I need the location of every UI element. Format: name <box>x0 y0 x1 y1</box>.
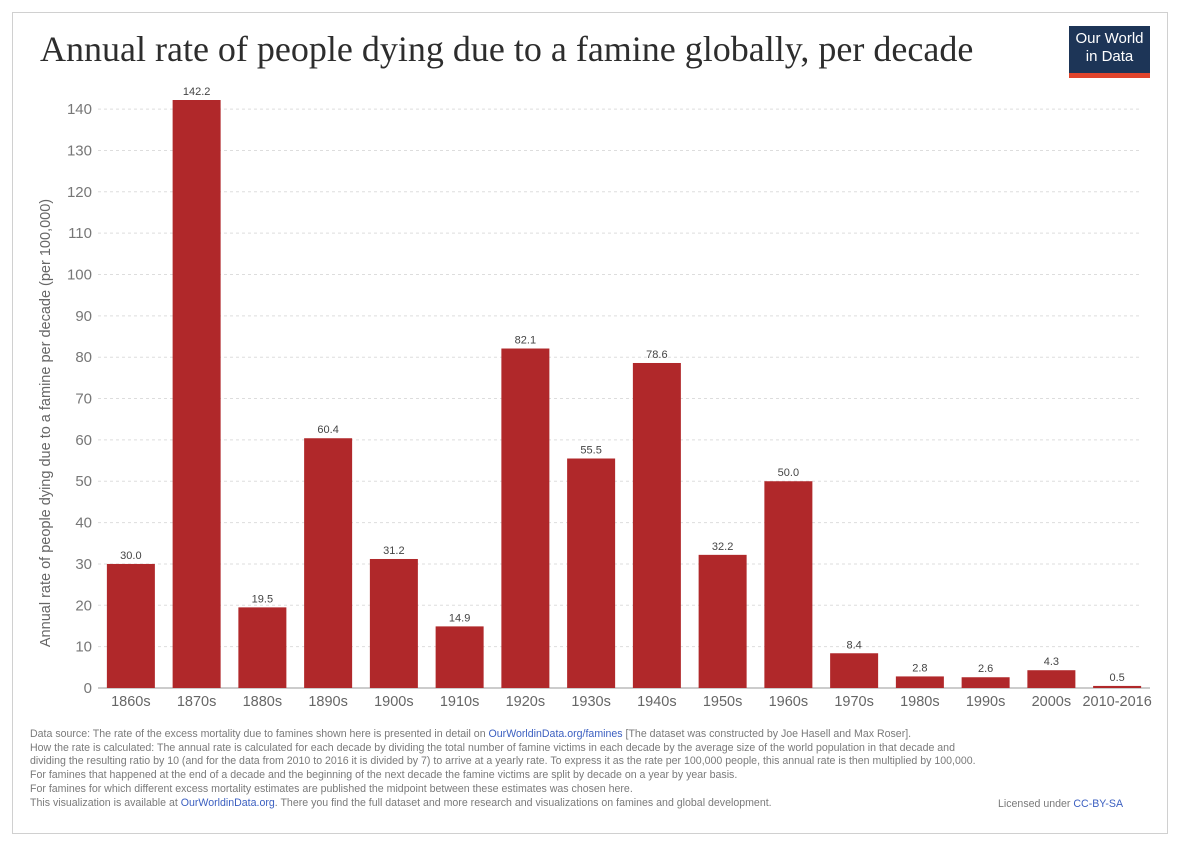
y-tick-label: 60 <box>75 432 92 449</box>
bar-value-label: 50.0 <box>778 467 799 479</box>
bar-value-label: 60.4 <box>317 424 338 436</box>
bar <box>238 607 287 688</box>
bar <box>698 554 747 688</box>
y-tick-label: 30 <box>75 556 92 573</box>
y-tick-label: 20 <box>75 597 92 614</box>
bar <box>172 100 221 688</box>
footer-method-line-1: How the rate is calculated: The annual r… <box>30 741 955 754</box>
license-note: Licensed under CC-BY-SA <box>998 798 1124 810</box>
x-tick-label: 1880s <box>243 694 283 710</box>
bar <box>435 626 484 688</box>
y-tick-label: 70 <box>75 391 92 408</box>
footer-method-line-2: dividing the resulting ratio by 10 (and … <box>30 755 976 768</box>
bar <box>895 676 944 688</box>
license-link[interactable]: CC-BY-SA <box>1073 798 1124 810</box>
x-tick-label: 1970s <box>834 694 874 710</box>
logo-accent-bar <box>1069 73 1150 78</box>
x-tick-label: 1910s <box>440 694 480 710</box>
x-tick-label: 1960s <box>769 694 809 710</box>
bar-value-label: 2.6 <box>978 663 993 675</box>
bar-chart: 0 10 20 30 40 50 60 70 80 90 100 110 120 130 140 Annual… <box>38 86 1152 710</box>
bar <box>1027 670 1076 688</box>
bar-value-label: 55.5 <box>580 445 601 457</box>
y-tick-label: 120 <box>67 184 92 201</box>
y-tick-label: 100 <box>67 266 92 283</box>
bar <box>632 362 681 688</box>
bar-value-label: 2.8 <box>912 662 927 674</box>
y-axis-title: Annual rate of people dying due to a fam… <box>38 199 54 647</box>
logo-line1: Our World <box>1075 30 1144 47</box>
x-tick-label: 1920s <box>506 694 546 710</box>
owid-logo[interactable]: Our World in Data <box>1069 26 1150 78</box>
bar-value-label: 78.6 <box>646 349 667 361</box>
owid-link[interactable]: OurWorldinData.org <box>180 796 275 809</box>
bar <box>304 438 353 688</box>
bar-value-label: 82.1 <box>515 335 536 347</box>
y-tick-label: 40 <box>75 515 92 532</box>
y-tick-label: 140 <box>67 101 92 118</box>
bar <box>501 348 550 688</box>
bar-value-label: 4.3 <box>1044 656 1059 668</box>
x-tick-label: 1890s <box>308 694 348 710</box>
bar <box>106 563 155 688</box>
x-tick-label: 2010-2016 <box>1082 694 1151 710</box>
bar-value-label: 32.2 <box>712 541 733 553</box>
y-tick-label: 110 <box>68 225 92 242</box>
x-tick-label: 1870s <box>177 694 217 710</box>
footer-method-line-4: For famines for which different excess m… <box>30 782 633 795</box>
chart-title: Annual rate of people dying due to a fam… <box>40 29 974 69</box>
x-tick-label: 1930s <box>571 694 611 710</box>
bar-value-label: 8.4 <box>846 639 861 651</box>
bar-value-label: 19.5 <box>252 593 273 605</box>
bar-value-label: 14.9 <box>449 612 470 624</box>
bar <box>369 558 418 688</box>
x-tick-label: 1990s <box>966 694 1006 710</box>
x-tick-label: 1950s <box>703 694 743 710</box>
logo-line2: in Data <box>1085 48 1134 65</box>
y-tick-label: 90 <box>75 308 92 325</box>
y-tick-label: 80 <box>75 349 92 366</box>
x-tick-label: 1980s <box>900 694 940 710</box>
bar-value-label: 30.0 <box>120 550 141 562</box>
bar-value-label: 142.2 <box>183 86 211 98</box>
y-tick-label: 50 <box>75 473 92 490</box>
x-tick-label: 1860s <box>111 694 151 710</box>
x-tick-label: 2000s <box>1032 694 1072 710</box>
footer-source-line: Data source: The rate of the excess mort… <box>30 728 912 740</box>
bar-value-label: 31.2 <box>383 545 404 557</box>
bar-value-label: 0.5 <box>1109 672 1124 684</box>
chart-footer: Data source: The rate of the excess mort… <box>30 728 1160 810</box>
y-tick-label: 130 <box>67 142 92 159</box>
bar <box>764 481 813 688</box>
footer-viz-line: This visualization is available at OurWo… <box>30 796 772 809</box>
y-tick-label: 0 <box>84 680 92 697</box>
bar <box>961 677 1010 688</box>
bar <box>1093 685 1142 688</box>
footer-method-line-3: For famines that happened at the end of … <box>30 769 738 782</box>
bar <box>830 653 879 688</box>
famines-link[interactable]: OurWorldinData.org/famines <box>488 728 623 740</box>
y-tick-label: 10 <box>75 639 92 656</box>
x-tick-label: 1940s <box>637 694 677 710</box>
bar <box>567 458 616 688</box>
x-tick-label: 1900s <box>374 694 414 710</box>
